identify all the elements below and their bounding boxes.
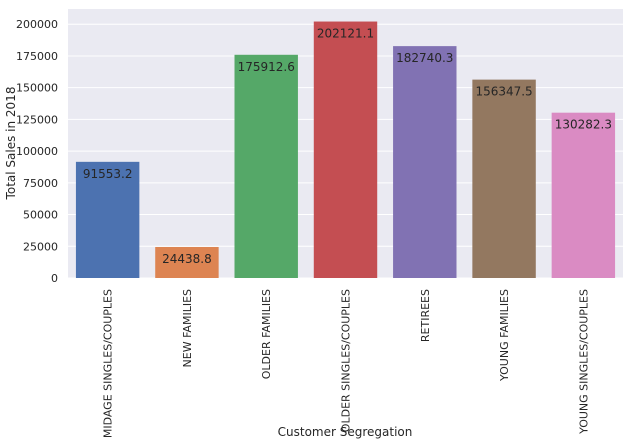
y-tick-label: 25000 (23, 240, 58, 253)
bar (551, 112, 616, 278)
x-tick-label: OLDER FAMILIES (260, 289, 273, 379)
y-tick-label: 100000 (16, 145, 58, 158)
y-tick-label: 200000 (16, 18, 58, 31)
x-axis-label: Customer Segregation (278, 425, 413, 439)
y-axis-ticks: 0 25000 50000 75000 100000 125000 150000 175000… (16, 18, 58, 285)
x-tick-label: YOUNG SINGLES/COUPLES (577, 289, 590, 435)
bar (313, 21, 378, 278)
bar-value-label: 202121.1 (317, 27, 374, 41)
bar-value-label: 182740.3 (396, 51, 453, 65)
bar-value-label: 175912.6 (238, 60, 295, 74)
bar (75, 161, 140, 278)
bar (472, 79, 536, 279)
bars (75, 21, 616, 279)
bar-value-label: 130282.3 (555, 118, 612, 132)
bar (393, 46, 457, 278)
bar-value-label: 91553.2 (83, 167, 133, 181)
x-axis-ticks: MIDAGE SINGLES/COUPLES NEW FAMILIES OLDER … (102, 289, 591, 438)
bar-value-label: 156347.5 (475, 85, 532, 99)
bar (155, 246, 219, 278)
y-axis-label: Total Sales in 2018 (4, 87, 18, 201)
x-tick-label: OLDER SINGLES/COUPLES (340, 289, 353, 432)
x-tick-label: NEW FAMILIES (181, 289, 194, 367)
y-tick-label: 175000 (16, 50, 58, 63)
bar (234, 54, 298, 278)
y-tick-label: 75000 (23, 177, 58, 190)
y-tick-label: 150000 (16, 82, 58, 95)
y-tick-label: 50000 (23, 209, 58, 222)
data-labels: 91553.2 24438.8 175912.6 202121.1 182740.3 15… (83, 27, 612, 266)
y-tick-label: 0 (51, 272, 58, 285)
bar-value-label: 24438.8 (162, 252, 212, 266)
x-tick-label: RETIREES (419, 289, 432, 342)
x-tick-label: YOUNG FAMILIES (498, 289, 511, 382)
x-tick-label: MIDAGE SINGLES/COUPLES (102, 289, 115, 438)
y-tick-label: 125000 (16, 113, 58, 126)
